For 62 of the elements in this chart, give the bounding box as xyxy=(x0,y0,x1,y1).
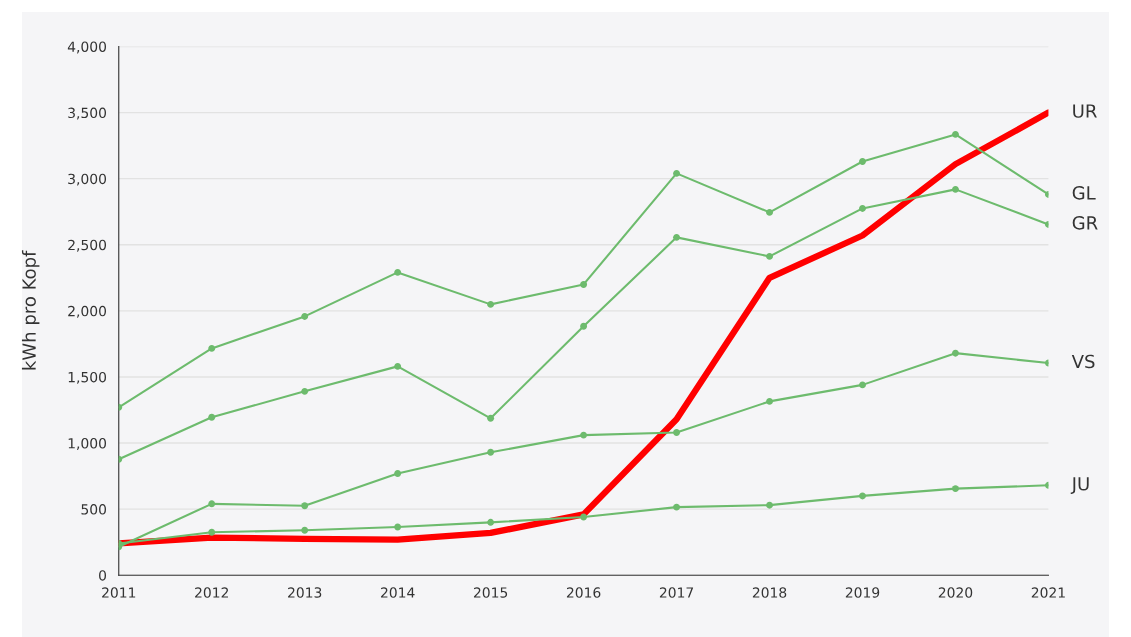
point xyxy=(394,268,402,276)
y-tick-label: 0 xyxy=(99,570,107,581)
point xyxy=(301,502,309,510)
y-tick-label: 4,000 xyxy=(67,41,107,54)
point xyxy=(673,503,681,511)
y-axis-title: kWh pro Kopf xyxy=(21,250,40,370)
point xyxy=(487,518,495,526)
point xyxy=(952,349,959,357)
point xyxy=(859,381,866,389)
x-tick-label: 2012 xyxy=(195,587,228,598)
point xyxy=(208,500,216,508)
y-tick-label: 3,000 xyxy=(68,173,107,186)
point xyxy=(580,431,588,439)
point xyxy=(952,130,959,138)
point xyxy=(673,428,681,436)
x-tick-label: 2020 xyxy=(938,587,973,598)
y-tick-label: 1,500 xyxy=(68,371,107,384)
point xyxy=(580,513,588,521)
point xyxy=(766,208,773,216)
point xyxy=(487,448,495,456)
x-tick-label: 2015 xyxy=(473,587,508,598)
point xyxy=(952,185,959,193)
y-tick-label: 1,000 xyxy=(68,438,107,450)
point xyxy=(859,158,866,165)
y-tick-label: 500 xyxy=(81,504,107,515)
point xyxy=(208,528,216,536)
point xyxy=(208,413,216,421)
y-tick-label: 3,500 xyxy=(68,107,107,120)
point xyxy=(766,252,773,260)
x-tick-label: 2016 xyxy=(566,587,601,598)
series-label: GL xyxy=(1072,185,1096,200)
y-tick-label: 2,000 xyxy=(68,305,107,318)
series-label: VS xyxy=(1071,354,1095,369)
series-label: JU xyxy=(1070,477,1089,494)
point xyxy=(580,322,588,330)
x-tick-label: 2021 xyxy=(1031,587,1065,598)
x-tick-label: 2017 xyxy=(659,587,694,598)
point xyxy=(394,469,402,477)
point xyxy=(208,344,216,352)
y-tick-label: 2,500 xyxy=(68,239,107,252)
series-label: GR xyxy=(1072,215,1098,230)
point xyxy=(859,492,866,500)
point xyxy=(487,414,495,422)
point xyxy=(301,387,309,395)
point xyxy=(301,312,309,320)
point xyxy=(487,300,495,308)
point xyxy=(859,204,866,212)
x-tick-label: 2018 xyxy=(752,587,787,598)
point xyxy=(394,362,402,370)
point xyxy=(673,169,681,177)
x-tick-label: 2013 xyxy=(288,587,322,598)
point xyxy=(766,397,773,405)
point xyxy=(952,485,959,493)
series-label: UR xyxy=(1073,104,1097,118)
point xyxy=(301,526,309,534)
point xyxy=(394,523,402,531)
x-tick-label: 2011 xyxy=(102,587,136,598)
point xyxy=(580,280,588,288)
point xyxy=(673,233,681,241)
point xyxy=(766,501,773,509)
x-tick-label: 2014 xyxy=(381,587,415,598)
x-tick-label: 2019 xyxy=(845,587,880,598)
